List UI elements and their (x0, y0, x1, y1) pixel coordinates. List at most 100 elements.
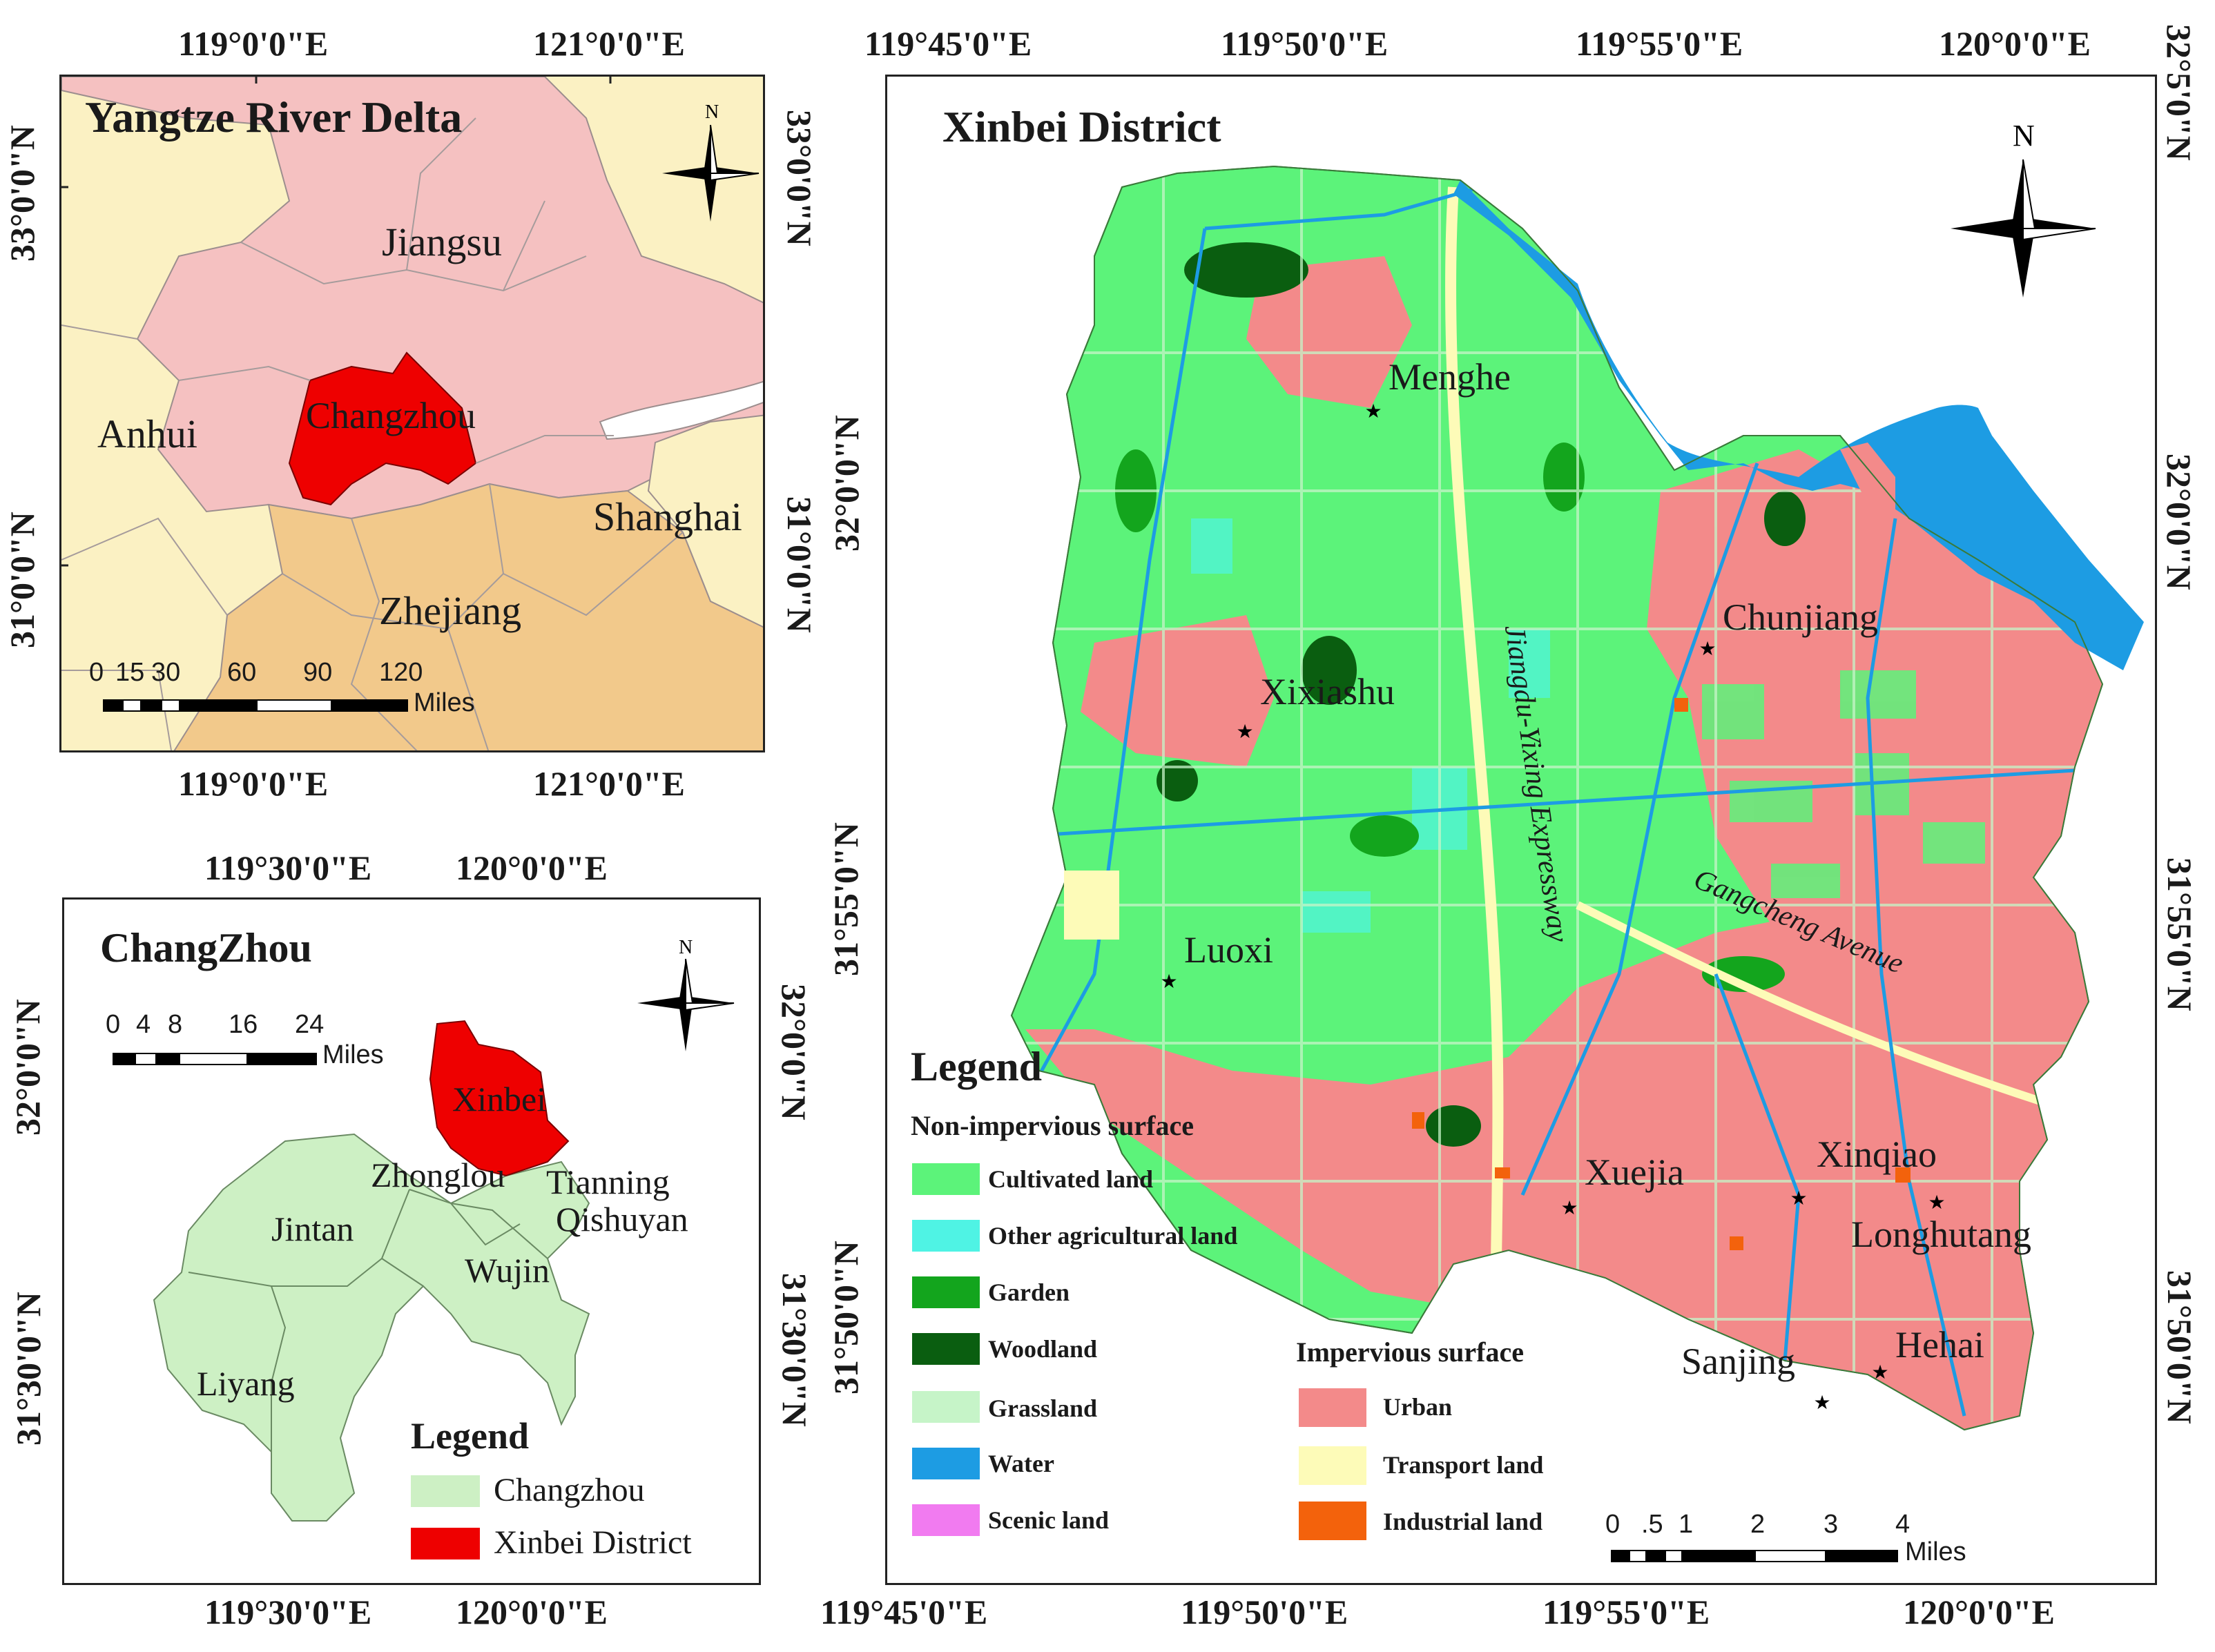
p2-bottom-tick-2: 120°0'0"E (456, 1593, 608, 1631)
legend-woodland: Woodland (988, 1335, 1098, 1363)
p2-scale-n3: 16 (229, 1010, 258, 1039)
p3-left-tick-2: 31°55'0"N (826, 822, 865, 976)
p1-map-title: Yangtze River Delta (85, 93, 463, 142)
star-hehai-icon: ★ (1871, 1361, 1888, 1383)
legend-urban: Urban (1383, 1393, 1453, 1421)
p2-legend-label-changzhou: Changzhou (494, 1472, 645, 1508)
p3-legend: Legend Non-impervious surface Cultivated… (908, 1043, 1598, 1583)
p2-north-letter: N (679, 937, 693, 958)
legend-garden: Garden (988, 1279, 1070, 1306)
p1-bottom-tick-2: 121°0'0"E (533, 764, 685, 803)
p3-scale-unit: Miles (1905, 1537, 1966, 1566)
label-qishuyan: Qishuyan (556, 1200, 688, 1238)
label-zhonglou: Zhonglou (371, 1156, 505, 1194)
yangtze-river-water (1453, 180, 2144, 670)
label-sanjing: Sanjing (1681, 1341, 1796, 1382)
label-anhui: Anhui (97, 411, 197, 456)
label-chunjiang: Chunjiang (1723, 596, 1878, 638)
p1-top-tick-2: 121°0'0"E (533, 24, 685, 63)
yangtze-delta-svg (61, 77, 763, 750)
p3-left-tick-1: 32°0'0"N (827, 415, 866, 552)
p2-legend-swatch-xinbei (411, 1528, 480, 1559)
p2-left-tick-1: 32°0'0"N (8, 999, 47, 1136)
p1-right-tick-2: 31°0'0"N (780, 496, 819, 633)
p3-right-tick-3: 31°55'0"N (2160, 857, 2199, 1011)
p3-map-title: Xinbei District (942, 102, 1221, 151)
p3-scale-n3: 2 (1750, 1510, 1766, 1539)
swatch-cultivated (912, 1163, 980, 1195)
p3-bottom-tick-2: 119°50'0"E (1181, 1593, 1348, 1631)
p2-legend-label-xinbei: Xinbei District (494, 1524, 692, 1561)
p2-scale-n4: 24 (295, 1010, 325, 1039)
p1-scale-n2: 30 (151, 658, 181, 687)
p3-top-tick-2: 119°50'0"E (1221, 24, 1389, 63)
p2-scale-n0: 0 (106, 1010, 121, 1039)
p1-right-tick-1: 33°0'0"N (780, 110, 819, 246)
label-xinbei: Xinbei (452, 1080, 547, 1118)
swatch-woodland (912, 1333, 980, 1365)
label-tianning: Tianning (546, 1163, 670, 1201)
legend-cultivated: Cultivated land (988, 1165, 1154, 1193)
p2-right-tick-2: 31°30'0"N (775, 1273, 814, 1427)
legend-other-agri: Other agricultural land (988, 1222, 1238, 1250)
p1-scale-n3: 60 (227, 658, 257, 687)
label-xixiashu: Xixiashu (1260, 671, 1395, 712)
p2-top-tick-1: 119°30'0"E (204, 848, 372, 887)
p3-scale-n1: .5 (1641, 1510, 1663, 1539)
swatch-industrial (1299, 1502, 1366, 1540)
swatch-garden (912, 1276, 980, 1308)
swatch-water (912, 1448, 980, 1479)
p1-scale-n0: 0 (89, 658, 104, 687)
label-menghe: Menghe (1389, 356, 1511, 398)
changzhou-region (288, 351, 477, 506)
p3-north-letter: N (2013, 119, 2035, 153)
p2-north-arrow-icon: N (630, 934, 741, 1065)
panel-changzhou-map: ChangZhou Xinbei Zhonglou Tianning Qishu… (62, 897, 761, 1585)
star-chunjiang-icon: ★ (1699, 637, 1716, 660)
swatch-grassland (912, 1391, 980, 1423)
p3-left-tick-3: 31°50'0"N (826, 1241, 865, 1395)
p3-right-tick-4: 31°50'0"N (2160, 1270, 2199, 1424)
p1-bottom-tick-1: 119°0'0"E (178, 764, 329, 803)
p2-bottom-tick-1: 119°30'0"E (204, 1593, 372, 1631)
p1-scale-unit: Miles (414, 688, 475, 717)
star-xinqiao-icon: ★ (1790, 1187, 1807, 1209)
p1-scale-n1: 15 (115, 658, 145, 687)
p3-legend-title: Legend (911, 1044, 1043, 1089)
p3-top-tick-1: 119°45'0"E (864, 24, 1032, 63)
xinbei-svg: ★ ★ ★ ★ ★ ★ ★ ★ ★ (1010, 165, 2144, 1431)
p3-right-tick-2: 32°0'0"N (2160, 454, 2198, 590)
p2-map-title: ChangZhou (100, 925, 312, 971)
swatch-scenic (912, 1504, 980, 1536)
label-zhejiang: Zhejiang (379, 588, 522, 633)
p3-bottom-tick-3: 119°55'0"E (1542, 1593, 1710, 1631)
swatch-urban (1299, 1388, 1366, 1427)
p2-scale-bar: 0 4 8 16 24 Miles (106, 1010, 451, 1079)
p3-top-tick-4: 120°0'0"E (1939, 24, 2091, 63)
legend-grassland: Grassland (988, 1395, 1098, 1422)
star-luoxi-icon: ★ (1160, 970, 1177, 993)
shanghai-region (647, 414, 763, 628)
panel-xinbei-map: ★ ★ ★ ★ ★ ★ ★ ★ ★ Xinbei District Menghe… (885, 75, 2157, 1585)
label-longhutang: Longhutang (1851, 1214, 2031, 1255)
panel-yangtze-delta-map: Yangtze River Delta Jiangsu Anhui Changz… (59, 75, 765, 752)
p2-right-tick-1: 32°0'0"N (775, 984, 813, 1120)
p3-scale-n4: 3 (1824, 1510, 1839, 1539)
p2-scale-n1: 4 (136, 1010, 151, 1039)
xinbei-region (429, 1020, 570, 1177)
label-shanghai: Shanghai (593, 494, 742, 539)
label-changzhou: Changzhou (306, 395, 476, 436)
star-xixiashu-icon: ★ (1236, 720, 1253, 743)
label-liyang: Liyang (197, 1364, 295, 1403)
p2-legend-title: Legend (411, 1415, 530, 1457)
p1-scale-n4: 90 (303, 658, 333, 687)
changzhou-municipality (153, 1133, 590, 1522)
p2-left-tick-2: 31°30'0"N (9, 1292, 48, 1446)
label-xuejia: Xuejia (1585, 1151, 1684, 1193)
p3-bottom-tick-4: 120°0'0"E (1903, 1593, 2055, 1631)
star-longhutang-icon: ★ (1928, 1191, 1945, 1214)
p3-scale-n2: 1 (1679, 1510, 1694, 1539)
legend-water: Water (988, 1450, 1054, 1477)
label-jintan: Jintan (271, 1209, 354, 1248)
star-menghe-icon: ★ (1364, 400, 1382, 422)
